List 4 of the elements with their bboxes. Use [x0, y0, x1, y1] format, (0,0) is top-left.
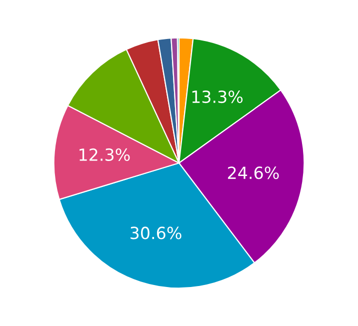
data-label: 13.3% — [192, 90, 243, 104]
data-label: 30.6% — [130, 226, 182, 240]
data-label: 12.3% — [80, 148, 130, 161]
data-label: 24.6% — [228, 166, 279, 180]
